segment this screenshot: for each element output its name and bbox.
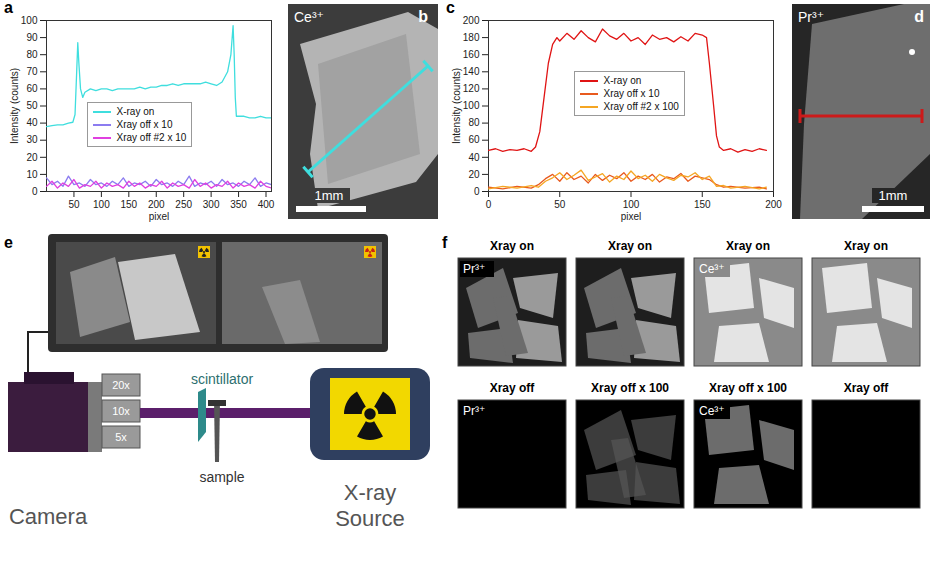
svg-text:Xray off: Xray off [844, 381, 890, 395]
svg-text:Ce³⁺: Ce³⁺ [294, 9, 324, 25]
svg-text:50: 50 [68, 199, 80, 210]
html-text:c: c [446, 0, 455, 16]
svg-text:Pr³⁺: Pr³⁺ [798, 9, 824, 25]
svg-text:160: 160 [463, 49, 480, 60]
svg-text:60: 60 [26, 83, 38, 94]
svg-text:200: 200 [765, 199, 782, 210]
svg-text:20x: 20x [112, 379, 130, 391]
html-text:Xray off #2 x 100: Xray off #2 x 100 [603, 101, 679, 113]
svg-text:0: 0 [32, 186, 38, 197]
svg-text:b: b [418, 8, 428, 25]
svg-text:Ce³⁺: Ce³⁺ [699, 404, 725, 418]
svg-text:Pr³⁺: Pr³⁺ [463, 262, 485, 276]
svg-text:Source: Source [335, 506, 405, 531]
svg-text:Xray on: Xray on [726, 239, 770, 253]
svg-text:Pr³⁺: Pr³⁺ [463, 404, 485, 418]
svg-text:10x: 10x [112, 405, 130, 417]
svg-text:0: 0 [486, 199, 492, 210]
html-text:X-ray on: X-ray on [116, 106, 155, 118]
svg-text:scintillator: scintillator [191, 371, 254, 387]
html-text:X-ray on: X-ray on [603, 75, 642, 87]
svg-text:140: 140 [463, 66, 480, 77]
svg-text:100: 100 [623, 199, 640, 210]
svg-text:1mm: 1mm [315, 188, 344, 203]
svg-text:80: 80 [26, 49, 38, 60]
svg-text:400: 400 [258, 199, 275, 210]
svg-text:200: 200 [463, 15, 480, 26]
html-text:Xray off x 10: Xray off x 10 [603, 88, 660, 100]
svg-text:10: 10 [26, 169, 38, 180]
svg-text:e: e [4, 234, 13, 251]
svg-text:Xray on: Xray on [608, 239, 652, 253]
svg-text:30: 30 [26, 134, 38, 145]
svg-text:150: 150 [694, 199, 711, 210]
svg-text:Intensity (counts): Intensity (counts) [9, 68, 20, 144]
svg-text:d: d [914, 8, 924, 25]
svg-text:Xray off x 100: Xray off x 100 [709, 381, 787, 395]
svg-text:0: 0 [474, 186, 480, 197]
svg-text:100: 100 [21, 15, 38, 26]
svg-text:300: 300 [203, 199, 220, 210]
svg-text:90: 90 [26, 32, 38, 43]
svg-text:Xray off: Xray off [490, 381, 536, 395]
svg-text:Xray on: Xray on [490, 239, 534, 253]
svg-text:50: 50 [554, 199, 566, 210]
svg-text:5x: 5x [115, 431, 127, 443]
svg-text:70: 70 [26, 66, 38, 77]
svg-text:100: 100 [463, 100, 480, 111]
html-text:a: a [4, 0, 13, 16]
svg-text:Camera: Camera [9, 504, 88, 529]
svg-text:X-ray: X-ray [344, 480, 397, 505]
svg-text:1mm: 1mm [879, 188, 908, 203]
svg-text:100: 100 [93, 199, 110, 210]
svg-text:40: 40 [26, 117, 38, 128]
svg-text:150: 150 [120, 199, 137, 210]
svg-text:350: 350 [230, 199, 247, 210]
svg-text:200: 200 [148, 199, 165, 210]
svg-text:120: 120 [463, 83, 480, 94]
svg-text:20: 20 [468, 169, 480, 180]
svg-text:50: 50 [26, 100, 38, 111]
svg-text:Xray on: Xray on [844, 239, 888, 253]
svg-text:Ce³⁺: Ce³⁺ [699, 262, 725, 276]
svg-text:40: 40 [468, 152, 480, 163]
svg-text:180: 180 [463, 32, 480, 43]
html-text:Xray off x 10: Xray off x 10 [116, 119, 173, 131]
svg-text:80: 80 [468, 117, 480, 128]
svg-text:f: f [442, 234, 448, 251]
svg-text:sample: sample [199, 469, 244, 485]
svg-text:Xray off x 100: Xray off x 100 [591, 381, 669, 395]
svg-text:60: 60 [468, 134, 480, 145]
html-text:Xray off #2 x 10: Xray off #2 x 10 [116, 132, 187, 144]
svg-text:pixel: pixel [149, 211, 170, 222]
svg-text:250: 250 [175, 199, 192, 210]
svg-text:Intensity (counts): Intensity (counts) [451, 68, 462, 144]
svg-text:pixel: pixel [621, 211, 642, 222]
svg-text:20: 20 [26, 152, 38, 163]
